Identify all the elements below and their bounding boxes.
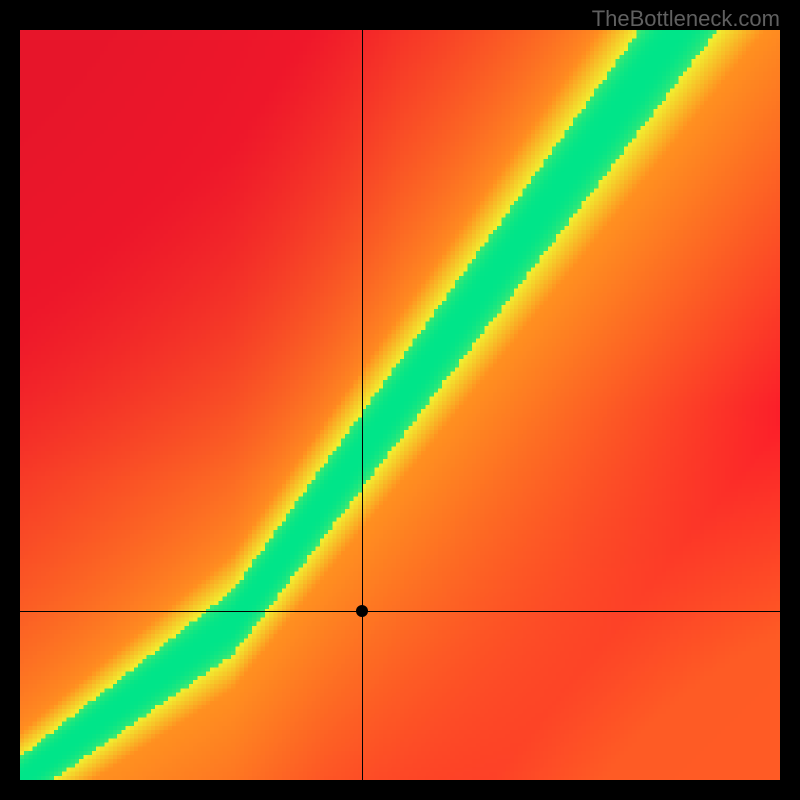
heatmap-plot — [20, 30, 780, 780]
crosshair-horizontal — [20, 611, 780, 612]
heatmap-canvas — [20, 30, 780, 780]
root-container: TheBottleneck.com — [0, 0, 800, 800]
watermark-text: TheBottleneck.com — [592, 6, 780, 32]
crosshair-marker — [356, 605, 368, 617]
crosshair-vertical — [362, 30, 363, 780]
